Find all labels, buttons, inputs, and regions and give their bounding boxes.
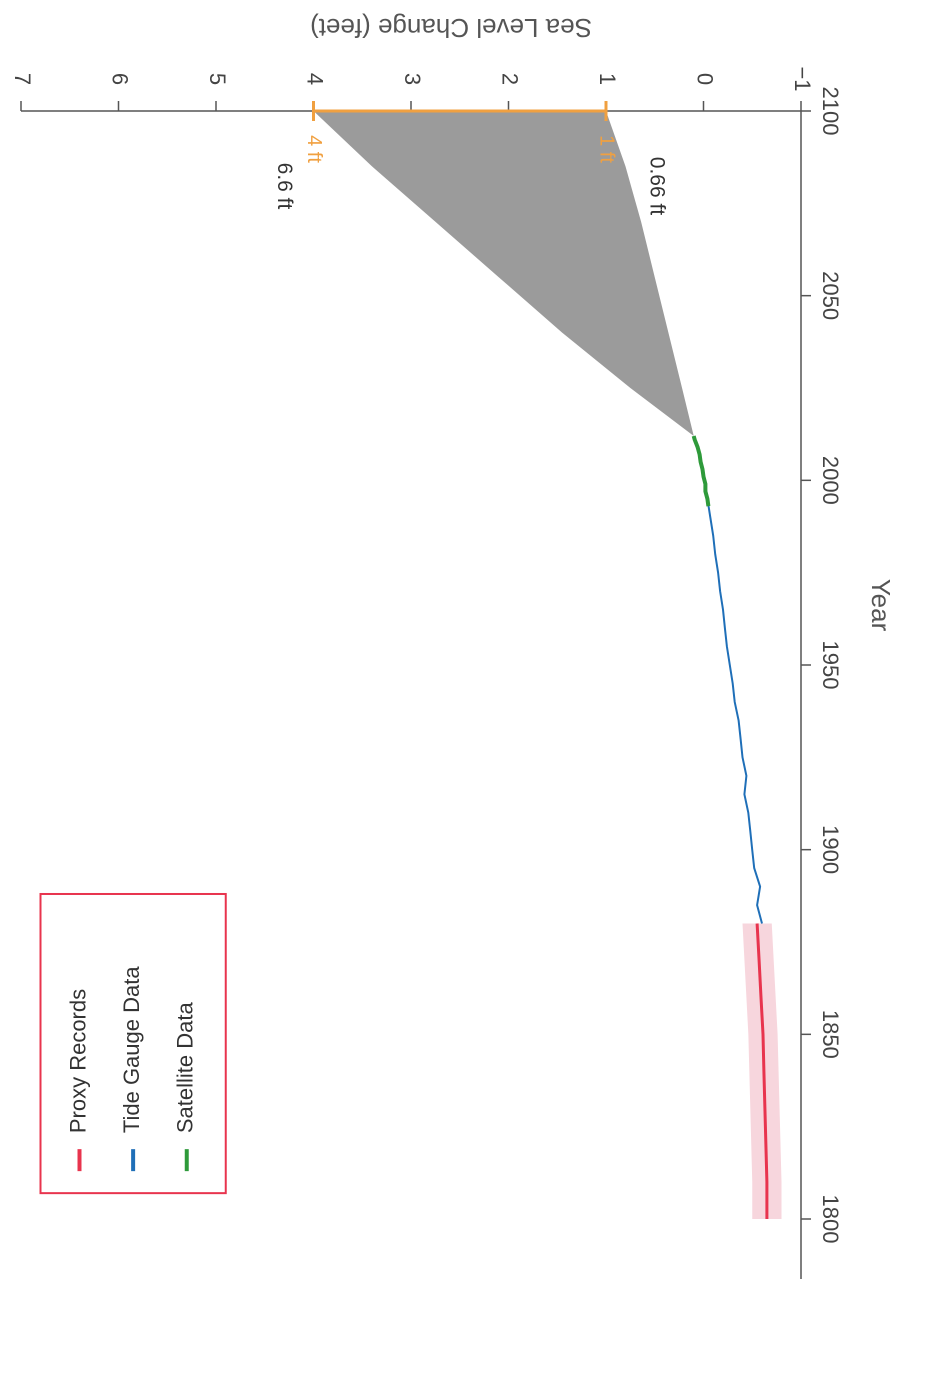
y-tick-label: 5	[205, 73, 230, 85]
series-line-0	[755, 923, 769, 1219]
x-tick-label: 1800	[818, 1195, 843, 1244]
x-tick-label: 2100	[818, 87, 843, 136]
legend-label: Tide Gauge Data	[119, 966, 144, 1133]
upper-value-label: 6.6 ft	[273, 163, 296, 210]
legend-box	[39, 892, 227, 1195]
lower-value-label: 0.66 ft	[645, 157, 668, 216]
range-low-label: 1 ft	[596, 135, 618, 163]
x-tick-label: 1900	[818, 825, 843, 874]
rotated-figure: 1800 1850 1900 1950 2000 2050 2100−1 0 1 2 3 4 5 6 7 Ye…	[10, 13, 896, 1279]
x-tick-label: 1850	[818, 1010, 843, 1059]
y-tick-label: 3	[400, 73, 425, 85]
x-tick-label: 1950	[818, 641, 843, 690]
range-high-label: 4 ft	[303, 135, 325, 163]
projection-band	[313, 111, 694, 437]
y-tick-label: 4	[303, 73, 328, 85]
legend-label: Satellite Data	[173, 1002, 198, 1134]
series-line-1	[695, 443, 763, 924]
proxy-uncertainty-band	[742, 923, 782, 1219]
y-tick-label: 7	[10, 73, 35, 85]
legend-label: Proxy Records	[65, 989, 90, 1133]
x-tick-label: 2000	[818, 456, 843, 505]
x-tick-label: 2050	[818, 271, 843, 320]
plot-area: 1800 1850 1900 1950 2000 2050 2100−1 0 1 2 3 4 5 6 7 Ye…	[10, 13, 896, 1279]
y-tick-label: 0	[693, 73, 718, 85]
y-tick-label: 2	[498, 73, 523, 85]
y-tick-label: 1	[595, 73, 620, 85]
y-tick-label: −1	[790, 66, 815, 91]
y-tick-label: 6	[108, 73, 133, 85]
x-axis-title: Year	[866, 579, 896, 632]
series-line-2	[691, 435, 711, 507]
y-axis-title: Sea Level Change (feet)	[310, 13, 592, 43]
